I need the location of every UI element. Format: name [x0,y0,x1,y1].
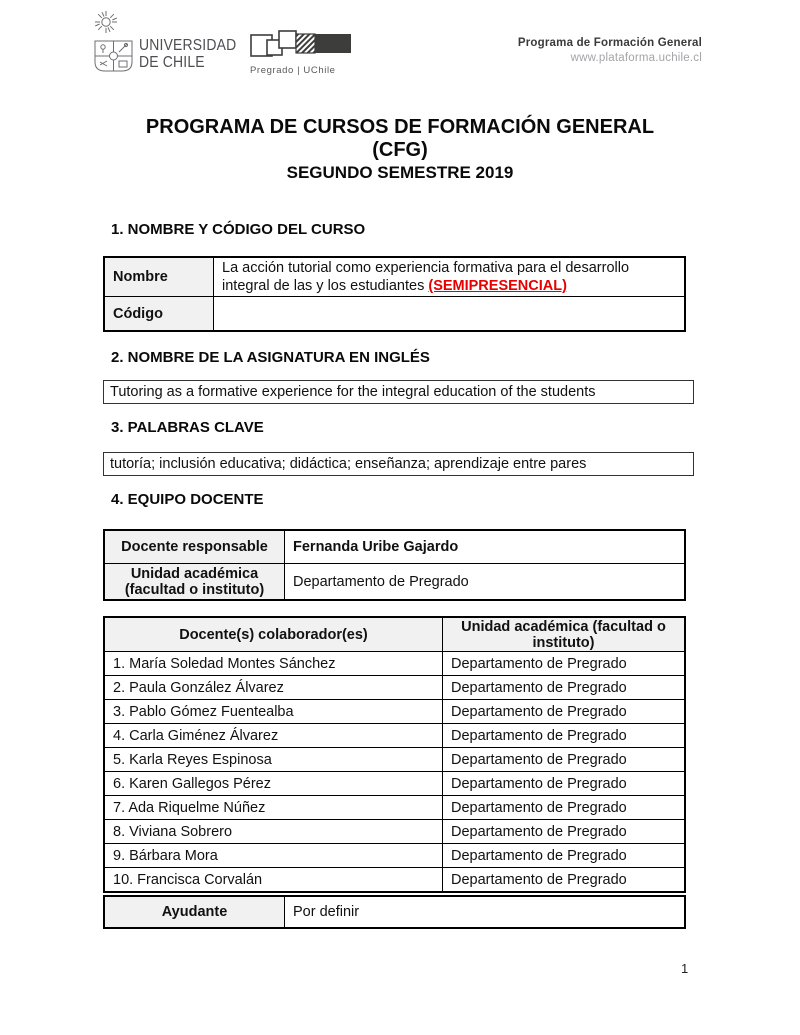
collaborator-unit: Departamento de Pregrado [442,771,686,796]
table-row: 1. María Soledad Montes Sánchez Departam… [103,651,686,676]
codigo-value [213,296,686,332]
university-name-line2: DE CHILE [139,54,205,71]
collaborator-unit: Departamento de Pregrado [442,675,686,700]
course-name-code-table: Nombre La acción tutorial como experienc… [103,256,686,332]
university-name-line1: UNIVERSIDAD [139,37,237,54]
table-row: 9. Bárbara Mora Departamento de Pregrado [103,843,686,868]
table-header-row: Docente(s) colaborador(es) Unidad académ… [103,616,686,652]
section1-heading: 1. NOMBRE Y CÓDIGO DEL CURSO [111,221,366,238]
collaborator-unit: Departamento de Pregrado [442,723,686,748]
table-row: Nombre La acción tutorial como experienc… [103,256,686,297]
collaborator-name: 4. Carla Giménez Álvarez [103,723,443,748]
collaborator-unit: Departamento de Pregrado [442,651,686,676]
collaborator-name: 5. Karla Reyes Espinosa [103,747,443,772]
ayudante-value: Por definir [284,895,686,929]
keywords-box: tutoría; inclusión educativa; didáctica;… [103,452,694,476]
collaborator-name: 9. Bárbara Mora [103,843,443,868]
unidad-label: Unidad académica (facultad o instituto) [103,563,285,601]
university-logo-text: UNIVERSIDAD DE CHILE [139,37,236,71]
collaborator-unit: Departamento de Pregrado [442,747,686,772]
table-row: 5. Karla Reyes Espinosa Departamento de … [103,747,686,772]
section4-heading: 4. EQUIPO DOCENTE [111,491,264,508]
uchile-crest-icon [94,11,133,72]
pregrado-logo: Pregrado | UChile [250,30,352,76]
pregrado-blocks-icon [250,30,351,57]
table-row: 3. Pablo Gómez Fuentealba Departamento d… [103,699,686,724]
table-row: 10. Francisca Corvalán Departamento de P… [103,867,686,893]
table-row: 2. Paula González Álvarez Departamento d… [103,675,686,700]
responsable-value: Fernanda Uribe Gajardo [284,529,686,564]
collaborator-unit: Departamento de Pregrado [442,699,686,724]
collaborators-col1-header: Docente(s) colaborador(es) [103,616,443,652]
title-line2: (CFG) [372,139,428,161]
unidad-label-line1: Unidad académica [130,565,259,582]
collaborator-name: 10. Francisca Corvalán [103,867,443,893]
table-row: Unidad académica (facultad o instituto) … [103,563,686,601]
responsable-label: Docente responsable [103,529,285,564]
collaborator-name: 7. Ada Riquelme Núñez [103,795,443,820]
program-url: www.plataforma.uchile.cl [570,52,702,64]
collaborator-name: 2. Paula González Álvarez [103,675,443,700]
nombre-value: La acción tutorial como experiencia form… [213,256,686,297]
table-row: 6. Karen Gallegos Pérez Departamento de … [103,771,686,796]
page-title: PROGRAMA DE CURSOS DE FORMACIÓN GENERAL … [0,116,800,183]
collaborator-unit: Departamento de Pregrado [442,819,686,844]
english-name-box: Tutoring as a formative experience for t… [103,380,694,404]
nombre-label: Nombre [103,256,214,297]
table-row: Código [103,296,686,332]
ayudante-label: Ayudante [103,895,285,929]
table-row: Docente responsable Fernanda Uribe Gajar… [103,529,686,564]
assistant-table: Ayudante Por definir [103,895,686,929]
unidad-value: Departamento de Pregrado [284,563,686,601]
page-number: 1 [681,961,689,976]
collaborators-table: Docente(s) colaborador(es) Unidad académ… [103,616,686,893]
nombre-value-text: La acción tutorial como experiencia form… [222,260,630,294]
unidad-label-line2: (facultad o instituto) [124,581,265,598]
header-program-info: Programa de Formación General www.plataf… [518,36,702,66]
teaching-team-table: Docente responsable Fernanda Uribe Gajar… [103,529,686,601]
table-row: 4. Carla Giménez Álvarez Departamento de… [103,723,686,748]
collaborator-name: 8. Viviana Sobrero [103,819,443,844]
table-row: Ayudante Por definir [103,895,686,929]
codigo-label: Código [103,296,214,332]
collaborator-unit: Departamento de Pregrado [442,843,686,868]
nombre-value-highlight: (SEMIPRESENCIAL) [428,278,567,294]
collaborator-name: 3. Pablo Gómez Fuentealba [103,699,443,724]
title-line1: PROGRAMA DE CURSOS DE FORMACIÓN GENERAL [145,116,655,138]
collaborator-name: 1. María Soledad Montes Sánchez [103,651,443,676]
collaborator-unit: Departamento de Pregrado [442,867,686,893]
program-name: Programa de Formación General [517,37,702,49]
collaborator-name: 6. Karen Gallegos Pérez [103,771,443,796]
title-line3: SEGUNDO SEMESTRE 2019 [286,163,514,182]
section3-heading: 3. PALABRAS CLAVE [111,419,264,436]
table-row: 8. Viviana Sobrero Departamento de Pregr… [103,819,686,844]
pregrado-caption: Pregrado | UChile [250,65,336,76]
collaborator-unit: Departamento de Pregrado [442,795,686,820]
section2-heading: 2. NOMBRE DE LA ASIGNATURA EN INGLÉS [111,349,430,366]
table-row: 7. Ada Riquelme Núñez Departamento de Pr… [103,795,686,820]
collaborators-col2-header: Unidad académica (facultad o instituto) [442,616,686,652]
